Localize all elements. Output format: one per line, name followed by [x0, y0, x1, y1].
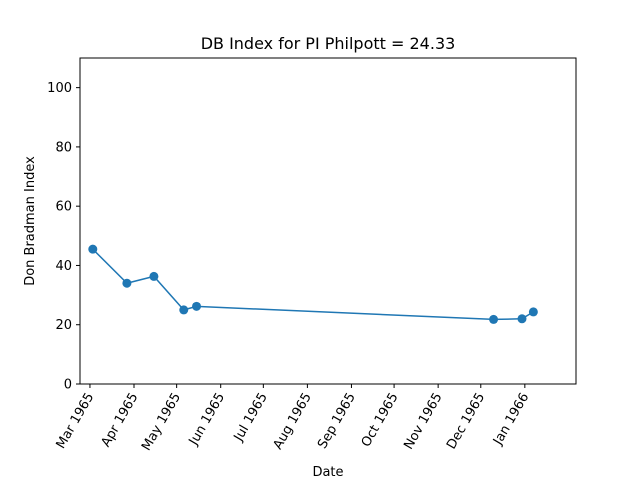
y-tick-label: 20: [55, 318, 72, 333]
y-tick-label: 100: [47, 81, 72, 96]
x-axis-label: Date: [312, 465, 343, 480]
chart-title: DB Index for PI Philpott = 24.33: [201, 34, 456, 53]
x-tick-label: Dec 1965: [444, 391, 488, 453]
x-tick-label: Jan 1966: [490, 391, 532, 449]
y-tick-label: 0: [64, 378, 72, 393]
data-point: [192, 301, 202, 311]
y-tick-label: 40: [55, 259, 72, 274]
series-line: [92, 248, 534, 321]
x-tick-label: Nov 1965: [401, 391, 445, 453]
x-tick-label: Aug 1965: [271, 391, 315, 453]
x-tick-label: Jul 1965: [231, 391, 271, 445]
data-point: [179, 305, 189, 315]
plot-area: [80, 58, 576, 384]
x-tick-label: Sep 1965: [315, 391, 359, 452]
data-point: [88, 244, 98, 254]
plot-frame: [79, 57, 577, 385]
y-axis: 0 20 40 60 80 100: [47, 81, 80, 393]
y-tick-label: 60: [55, 200, 72, 215]
y-axis-label: Don Bradman Index: [23, 156, 38, 286]
data-point: [517, 314, 527, 324]
series-layer: [88, 244, 538, 324]
x-tick-label: May 1965: [139, 391, 184, 454]
data-point: [489, 314, 499, 324]
data-point: [149, 271, 159, 281]
data-point: [122, 278, 132, 288]
x-tick-label: Mar 1965: [54, 391, 98, 452]
x-tick-label: Oct 1965: [359, 391, 402, 450]
x-tick-label: Apr 1965: [99, 391, 142, 450]
data-point: [528, 307, 538, 317]
x-tick-label: Jun 1965: [186, 391, 228, 449]
y-tick-label: 80: [55, 140, 72, 155]
